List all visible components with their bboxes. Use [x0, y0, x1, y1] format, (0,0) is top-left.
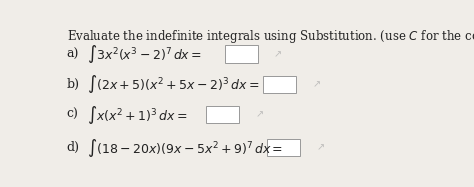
Text: $\int (2x+5)(x^2+5x-2)^3\,dx =$: $\int (2x+5)(x^2+5x-2)^3\,dx =$: [87, 73, 259, 95]
Text: a): a): [66, 48, 79, 61]
Text: $\nearrow$: $\nearrow$: [272, 49, 283, 59]
Text: $\int 3x^2(x^3-2)^7\,dx =$: $\int 3x^2(x^3-2)^7\,dx =$: [87, 43, 202, 65]
Text: $\nearrow$: $\nearrow$: [254, 110, 264, 120]
FancyBboxPatch shape: [206, 106, 239, 123]
FancyBboxPatch shape: [263, 76, 296, 93]
Text: $\int (18-20x)(9x-5x^2+9)^7\,dx =$: $\int (18-20x)(9x-5x^2+9)^7\,dx =$: [87, 137, 283, 159]
Text: $\nearrow$: $\nearrow$: [315, 143, 325, 153]
Text: Evaluate the indefinite integrals using Substitution. (use $C$ for the constant : Evaluate the indefinite integrals using …: [66, 28, 474, 45]
Text: d): d): [66, 141, 80, 154]
FancyBboxPatch shape: [267, 139, 300, 156]
FancyBboxPatch shape: [225, 45, 258, 63]
Text: $\nearrow$: $\nearrow$: [311, 79, 322, 89]
Text: $\int x(x^2+1)^3\,dx =$: $\int x(x^2+1)^3\,dx =$: [87, 104, 187, 126]
Text: b): b): [66, 78, 80, 91]
Text: c): c): [66, 108, 79, 121]
